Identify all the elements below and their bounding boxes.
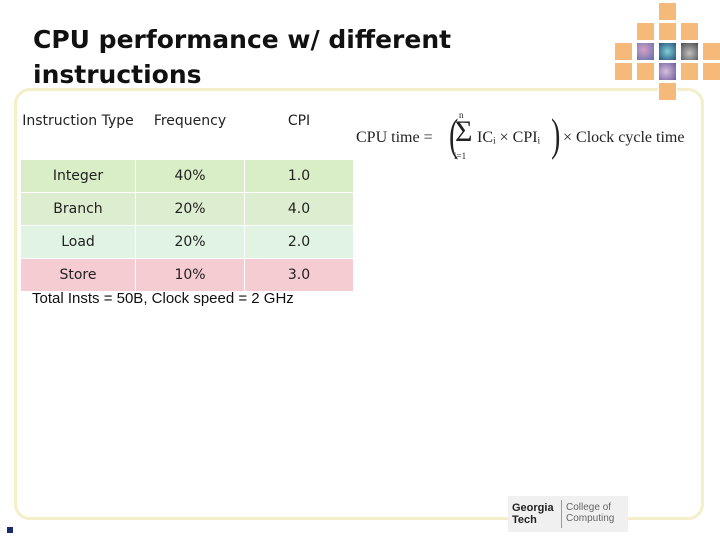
- logo-tile-image: [658, 62, 677, 81]
- logo-tile: [636, 22, 655, 41]
- logo-tile: [614, 42, 633, 61]
- cell-cpi: 3.0: [244, 258, 354, 291]
- slide-bullet-marker: [7, 527, 13, 533]
- cell-type: Load: [21, 225, 136, 259]
- logo-line-1: Georgia: [512, 502, 554, 514]
- cell-type: Branch: [21, 192, 136, 226]
- header-frequency: Frequency: [135, 102, 245, 160]
- table-row: Branch 20% 4.0: [21, 192, 354, 226]
- college-of-computing-wordmark: College of Computing: [566, 502, 614, 524]
- logo-divider: [561, 500, 562, 528]
- logo-tile: [614, 62, 633, 81]
- logo-tile-image: [658, 42, 677, 61]
- formula-lower-limit: i=1: [454, 151, 467, 161]
- formula-left-paren: (: [449, 109, 459, 160]
- slide-frame: [14, 88, 704, 520]
- logo-tile: [702, 42, 720, 61]
- cell-frequency: 40%: [135, 159, 245, 193]
- cell-frequency: 20%: [135, 225, 245, 259]
- cell-type: Integer: [21, 159, 136, 193]
- logo-tile: [680, 22, 699, 41]
- formula-term: ICᵢ × CPIᵢ: [477, 129, 541, 146]
- georgia-tech-wordmark: Georgia Tech: [512, 502, 554, 526]
- slide-title: CPU performance w/ different instruction…: [33, 22, 553, 92]
- cell-frequency: 10%: [135, 258, 245, 291]
- header-instruction-type: Instruction Type: [21, 102, 136, 160]
- table-header-row: Instruction Type Frequency CPI: [21, 102, 354, 160]
- formula-rhs: × Clock cycle time: [563, 129, 685, 146]
- college-line-2: Computing: [566, 513, 615, 524]
- cell-cpi: 2.0: [244, 225, 354, 259]
- formula-right-paren: ): [551, 109, 561, 160]
- cell-cpi: 4.0: [244, 192, 354, 226]
- cell-frequency: 20%: [135, 192, 245, 226]
- cell-type: Store: [21, 258, 136, 291]
- title-line-2: instructions: [33, 60, 202, 89]
- logo-tile-image: [636, 42, 655, 61]
- instruction-table: Instruction Type Frequency CPI Integer 4…: [21, 102, 354, 291]
- table-row: Store 10% 3.0: [21, 258, 354, 291]
- table-row: Load 20% 2.0: [21, 225, 354, 259]
- college-line-1: College of: [566, 502, 612, 513]
- logo-tile-image: [680, 42, 699, 61]
- formula-lhs: CPU time =: [356, 129, 433, 146]
- header-cpi: CPI: [244, 102, 354, 160]
- logo-tile: [680, 62, 699, 81]
- logo-tile: [658, 22, 677, 41]
- logo-tile: [658, 82, 677, 101]
- logo-line-2: Tech: [512, 514, 537, 526]
- cell-cpi: 1.0: [244, 159, 354, 193]
- total-insts-note: Total Insts = 50B, Clock speed = 2 GHz: [32, 290, 294, 307]
- table-row: Integer 40% 1.0: [21, 159, 354, 193]
- title-line-1: CPU performance w/ different: [33, 25, 452, 54]
- formula-upper-limit: n: [459, 110, 464, 120]
- formula-sigma: Σ: [455, 115, 473, 148]
- logo-tile: [702, 62, 720, 81]
- logo-tile: [658, 2, 677, 21]
- cpu-time-formula: CPU time = ( n Σ i=1 ICᵢ × CPIᵢ ) × Cloc…: [356, 110, 702, 164]
- georgia-tech-logo: Georgia Tech College of Computing: [508, 496, 628, 532]
- logo-tile: [636, 62, 655, 81]
